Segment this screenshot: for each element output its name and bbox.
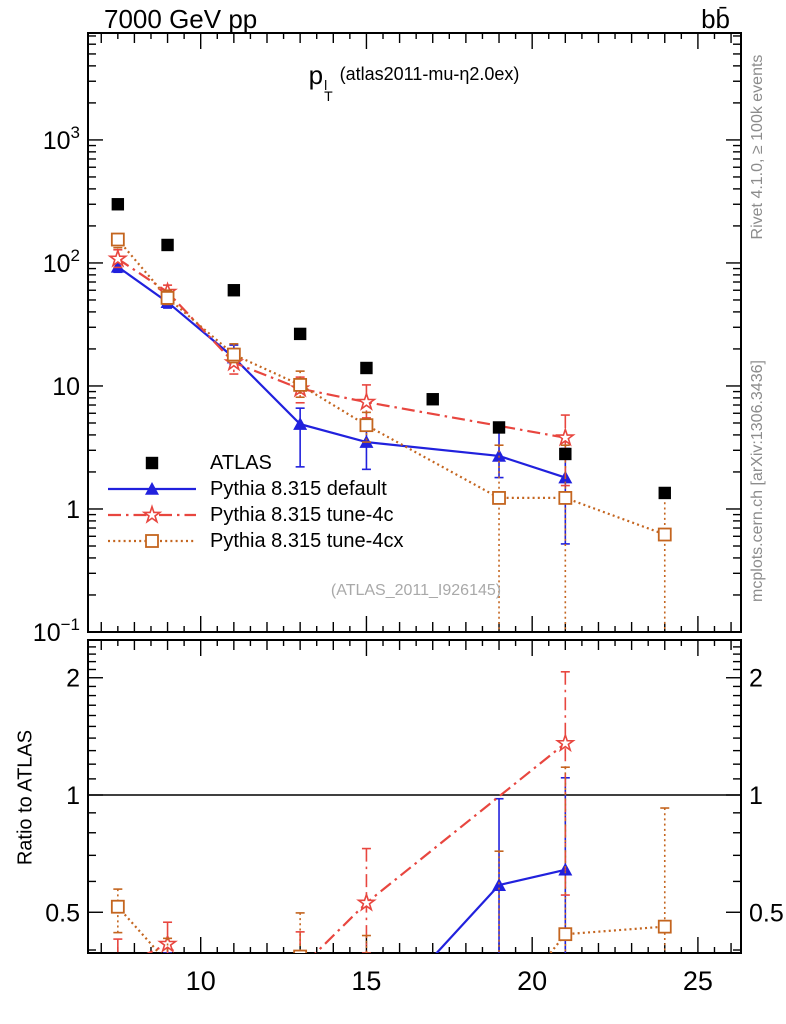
atlas-marker-icon	[145, 456, 159, 470]
legend-label: Pythia 8.315 tune-4cx	[210, 529, 404, 552]
x-tick-label: 25	[683, 966, 713, 996]
legend-item-atlas: ATLAS	[106, 450, 403, 476]
legend: ATLAS Pythia 8.315 default Pythia 8.315 …	[106, 450, 403, 554]
legend-label: Pythia 8.315 default	[210, 477, 387, 500]
main-y-tick-label: 10	[52, 373, 80, 401]
process-label: bb̄	[701, 4, 730, 34]
analysis-watermark: (ATLAS_2011_I926145)	[330, 582, 502, 599]
main-y-tick-label: 10−1	[33, 615, 80, 647]
axes	[88, 33, 741, 953]
ratio-y-tick-label-right: 1	[749, 782, 763, 810]
main-y-tick-label: 103	[43, 123, 80, 155]
series-default-ratio	[163, 776, 573, 953]
observable-superscript: l	[324, 77, 328, 93]
ratio-y-tick-label: 2	[66, 665, 80, 693]
series-tune4cx-main	[110, 232, 672, 632]
ratio-panel-frame	[87, 639, 742, 954]
observable-symbol: p	[308, 60, 324, 90]
legend-item-pythia-tune4c: Pythia 8.315 tune-4c	[106, 502, 403, 528]
series-tune4c-ratio	[113, 671, 576, 953]
pythia-tune4cx-marker-icon	[108, 534, 196, 548]
rivet-version-label: Rivet 4.1.0, ≥ 100k events	[749, 54, 766, 240]
series-atlas-main	[111, 198, 671, 500]
main-y-tick-label: 1	[66, 496, 80, 524]
ratio-axis-title: Ratio to ATLAS	[14, 729, 37, 866]
pythia-tune4c-marker-icon	[108, 504, 196, 524]
x-tick-label: 15	[351, 966, 381, 996]
ratio-y-tick-label: 1	[66, 782, 80, 810]
beam-energy-label: 7000 GeV pp	[104, 4, 258, 34]
x-tick-label: 20	[517, 966, 547, 996]
mcplots-arxiv-label: mcplots.cern.ch [arXiv:1306.3436]	[749, 360, 766, 602]
main-panel-frame	[87, 32, 742, 633]
observable-name: (atlas2011-mu-η2.0ex)	[339, 64, 520, 84]
legend-label: ATLAS	[210, 451, 272, 474]
x-tick-label: 10	[186, 966, 216, 996]
pythia-default-marker-icon	[108, 482, 196, 495]
ratio-y-tick-label: 0.5	[45, 899, 80, 927]
series-tune4cx-ratio	[110, 766, 672, 953]
legend-item-pythia-default: Pythia 8.315 default	[106, 476, 403, 502]
ratio-y-tick-label-right: 0.5	[749, 899, 784, 927]
legend-item-pythia-tune4cx: Pythia 8.315 tune-4cx	[106, 528, 403, 554]
main-y-tick-label: 102	[43, 246, 80, 278]
plot-title: p l T (atlas2011-mu-η2.0ex)	[308, 60, 520, 104]
legend-label: Pythia 8.315 tune-4c	[210, 503, 394, 526]
observable-subscript: T	[324, 88, 333, 104]
ratio-y-tick-label-right: 2	[749, 665, 763, 693]
